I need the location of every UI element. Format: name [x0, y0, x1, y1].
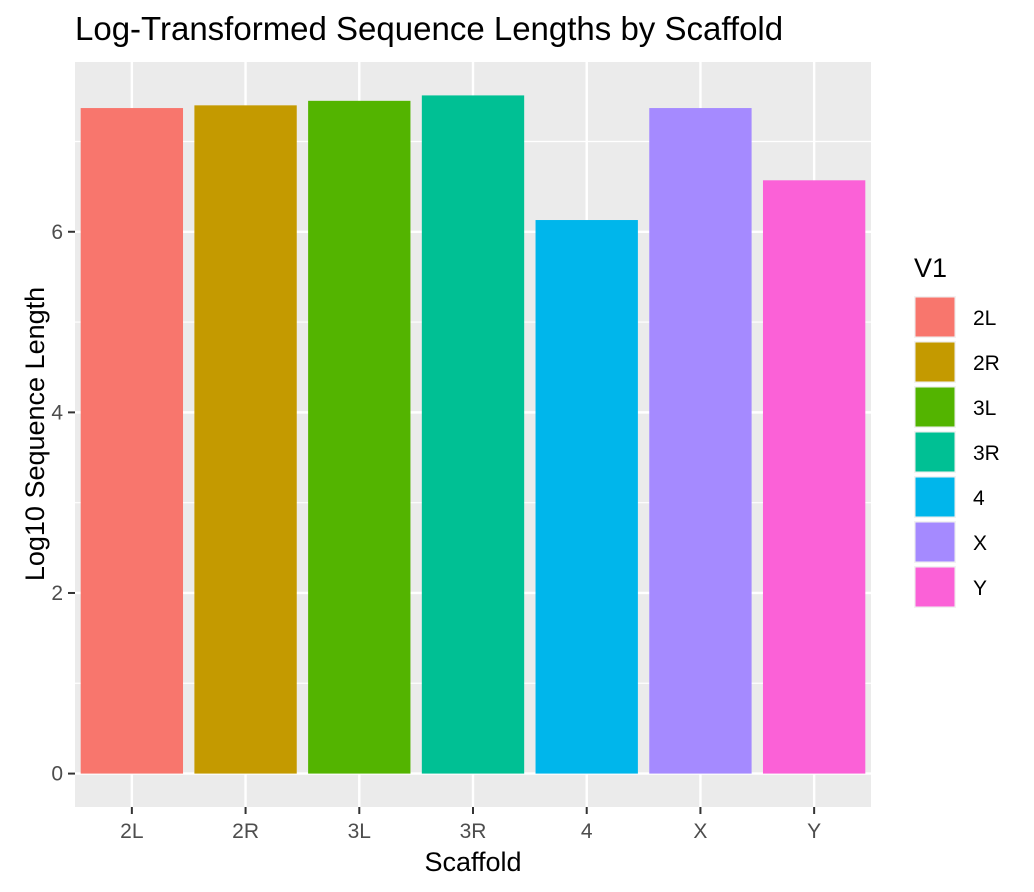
- legend-label: 3L: [973, 397, 996, 420]
- x-tick-label: X: [693, 820, 707, 843]
- legend-label: 2R: [973, 352, 1000, 375]
- legend-label: 2L: [973, 307, 996, 330]
- legend-swatch-x: [915, 522, 955, 562]
- legend-swatch-2r: [915, 342, 955, 382]
- legend-title: V1: [914, 253, 947, 283]
- legend-swatch-3l: [915, 387, 955, 427]
- legend-label: 4: [973, 487, 985, 510]
- legend-swatch-y: [915, 567, 955, 607]
- x-tick-label: 3R: [460, 820, 487, 843]
- x-tick-label: Y: [807, 820, 821, 843]
- legend-label: X: [973, 532, 987, 555]
- legend-swatch-2l: [915, 297, 955, 337]
- chart-title: Log-Transformed Sequence Lengths by Scaf…: [75, 10, 783, 47]
- y-axis-ticks: 0 2 4 6: [51, 221, 75, 786]
- y-tick-label: 0: [51, 763, 63, 786]
- legend-items: 2L 2R 3L 3R 4 XY: [914, 296, 1000, 608]
- bar-2r: [194, 105, 297, 774]
- legend-swatch-4: [915, 477, 955, 517]
- x-axis-ticks: 2L 2R 3L 3R 4 X Y: [120, 807, 821, 843]
- legend-label: 3R: [973, 442, 1000, 465]
- x-tick-label: 4: [581, 820, 593, 843]
- x-tick-label: 3L: [348, 820, 371, 843]
- bar-y: [762, 180, 866, 774]
- x-tick-label: 2R: [232, 820, 259, 843]
- y-tick-label: 4: [51, 401, 63, 424]
- x-axis-title: Scaffold: [424, 847, 521, 877]
- legend-label: Y: [973, 577, 987, 600]
- y-axis-title: Log10 Sequence Length: [20, 287, 50, 581]
- bar-3l: [308, 100, 411, 774]
- x-tick-label: 2L: [120, 820, 143, 843]
- bar-x: [649, 108, 752, 774]
- bar-4: [535, 220, 638, 774]
- legend-swatch-3r: [915, 432, 955, 472]
- bar-2l: [80, 108, 184, 774]
- y-tick-label: 2: [51, 582, 63, 605]
- y-tick-label: 6: [51, 221, 63, 244]
- bars: [80, 95, 866, 774]
- bar-3r: [421, 95, 525, 774]
- legend: V1 2L 2R 3L 3R 4 XY: [914, 253, 1000, 608]
